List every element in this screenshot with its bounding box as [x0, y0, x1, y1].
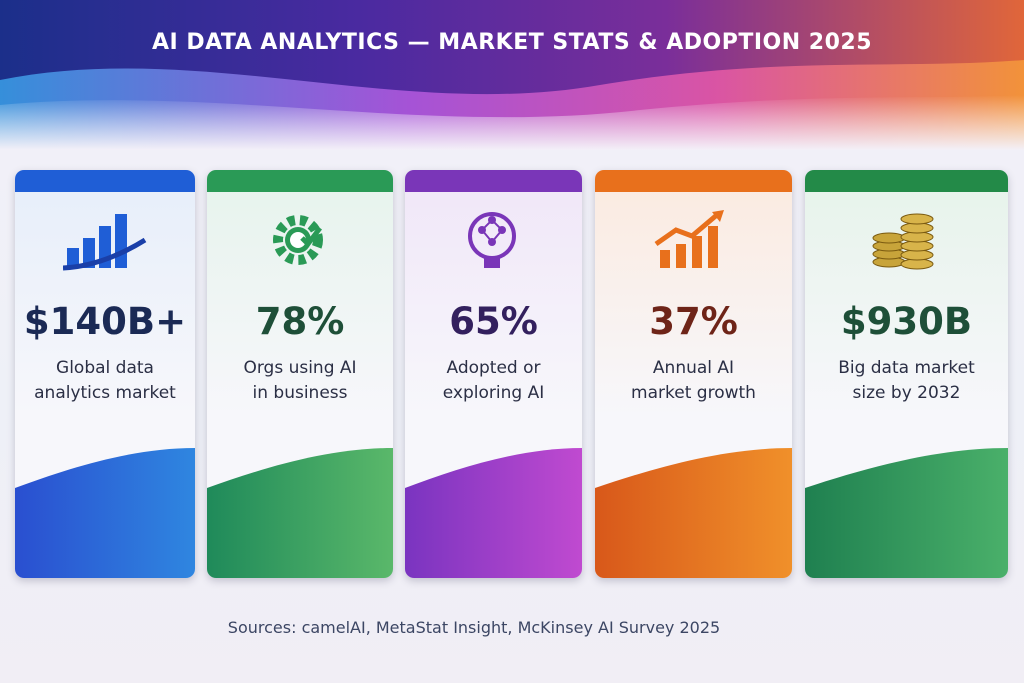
- stat-card: $140B+ Global data analytics market: [15, 170, 195, 578]
- stat-value: 78%: [255, 300, 345, 343]
- card-icon: [273, 215, 323, 265]
- card-wave: [405, 448, 582, 578]
- card-icon: [63, 214, 147, 271]
- stat-card: 37% Annual AI market growth: [595, 170, 792, 578]
- card-band: [805, 170, 1008, 192]
- stat-card: 78% Orgs using AI in business: [207, 170, 393, 578]
- stat-label: analytics market: [34, 383, 176, 403]
- stat-label: Annual AI: [652, 358, 735, 378]
- stat-label: exploring AI: [442, 383, 545, 403]
- card-band: [207, 170, 393, 192]
- header-background: [0, 0, 1024, 150]
- card-band: [595, 170, 792, 192]
- sources: Sources: camelAI, MetaStat Insight, McKi…: [227, 618, 721, 637]
- stat-card: $930B Big data market size by 2032: [805, 170, 1008, 578]
- stat-value: 65%: [449, 300, 538, 343]
- stat-label: in business: [252, 383, 348, 403]
- card-wave: [207, 448, 393, 578]
- title: AI DATA ANALYTICS — MARKET STATS & ADOPT…: [151, 30, 873, 55]
- card-icon: [654, 210, 724, 268]
- stat-label: Big data market: [838, 358, 975, 378]
- stat-value: $930B: [840, 300, 973, 343]
- card-icon: [872, 213, 933, 270]
- card-wave: [15, 448, 195, 578]
- stat-card: 65% Adopted or exploring AI: [405, 170, 582, 578]
- stat-value: 37%: [649, 300, 738, 343]
- stat-value: $140B+: [23, 300, 187, 343]
- stat-label: Global data: [56, 358, 154, 378]
- card-icon: [467, 212, 516, 268]
- stat-label: size by 2032: [852, 383, 961, 403]
- card-band: [405, 170, 582, 192]
- card-wave: [805, 448, 1008, 578]
- card-band: [15, 170, 195, 192]
- stat-label: Orgs using AI: [243, 358, 357, 378]
- stat-label: market growth: [631, 383, 756, 403]
- card-wave: [595, 448, 792, 578]
- stat-label: Adopted or: [446, 358, 541, 378]
